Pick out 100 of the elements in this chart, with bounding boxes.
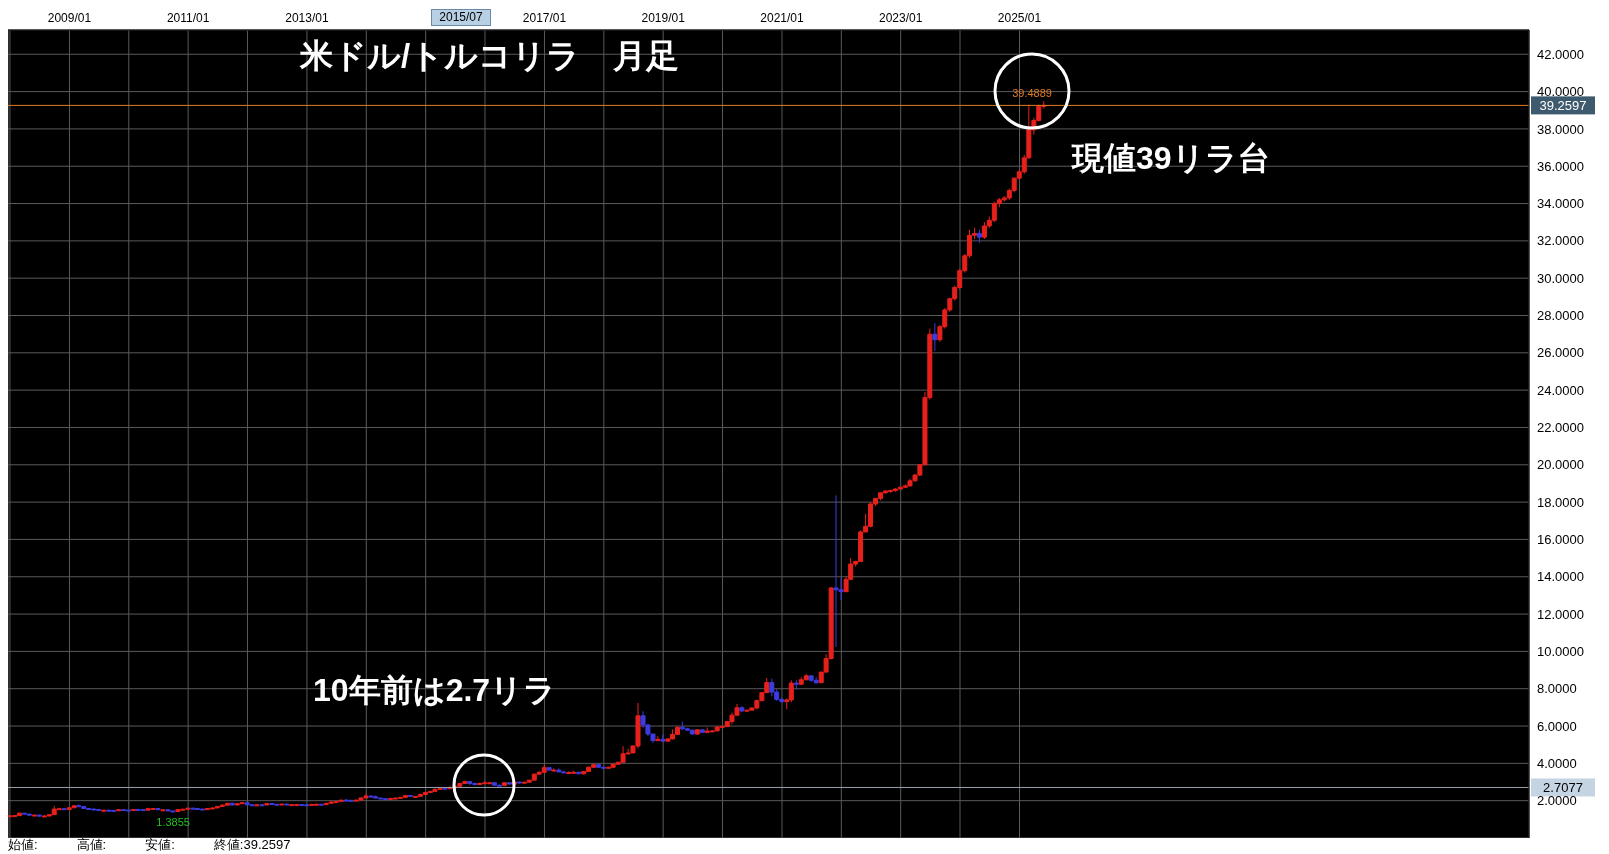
candlestick [798,676,804,686]
candlestick [368,795,374,799]
candlestick [477,781,483,786]
candlestick [655,735,661,742]
x-tick-label: 2017/01 [522,11,567,25]
y-tick-label: 8.0000 [1537,681,1577,697]
candlestick [699,729,705,734]
candlestick [660,733,666,743]
y-tick-label: 14.0000 [1537,569,1584,585]
candlestick [467,780,473,786]
y-tick-label: 16.0000 [1537,532,1584,548]
candlestick [516,781,522,785]
candlestick [244,802,250,806]
y-tick-label: 22.0000 [1537,420,1584,436]
candlestick [442,787,448,791]
candlestick [289,803,295,807]
candlestick [299,803,305,807]
candlestick [932,322,938,352]
annotation: 始値: 高値: 安値: 終値:39.2597 [8,837,292,852]
candlestick [155,807,161,811]
candlestick [432,787,438,793]
y-tick-label: 42.0000 [1537,46,1584,62]
candlestick [239,801,245,805]
candlestick [541,763,547,774]
candlestick [36,814,42,818]
candlestick [259,803,265,807]
candlestick [224,802,230,807]
y-tick-label: 36.0000 [1537,158,1584,174]
candlestick [566,770,572,774]
candlestick [76,803,82,808]
x-tick-label: 2019/01 [641,11,686,25]
candlestick [769,678,775,697]
x-tick-label: 2023/01 [878,11,923,25]
candlestick [833,494,839,648]
candlestick [793,679,799,691]
candlestick [264,802,270,806]
annotation: 1.3855 [156,816,190,829]
y-tick-label: 32.0000 [1537,233,1584,249]
y-tick-label: 26.0000 [1537,345,1584,361]
candlestick [388,797,394,800]
y-tick-label: 12.0000 [1537,606,1584,622]
candlestick [101,809,107,812]
y-tick-label: 24.0000 [1537,382,1584,398]
x-tick-label: 2021/01 [760,11,804,25]
x-tick-label: 2011/01 [166,11,210,25]
candlestick [8,814,13,818]
candlestick [199,808,205,811]
x-tick-label: 2013/01 [285,11,329,25]
x-tick-label: 2009/01 [47,11,92,25]
candlestick [407,794,413,798]
chart-title: 米ドル/トルコリラ 月足 [300,36,680,76]
candlestick [581,770,587,776]
candlestick [318,803,324,806]
y-tick-label: 4.0000 [1537,755,1577,771]
candlestick [190,807,196,810]
y-tick-label: 28.0000 [1537,308,1584,324]
candlestick [551,767,557,772]
candlestick [343,798,349,802]
candlestick [348,799,354,802]
y-tick-label: 2.0000 [1537,793,1577,809]
candlestick [556,767,562,773]
candlestick [12,814,18,818]
candlestick [976,229,982,244]
candlestick [279,803,285,806]
y-tick-label: 34.0000 [1537,196,1584,212]
ref-line-label: 39.2597 [1539,98,1587,114]
candlestick [175,808,181,813]
candlestick [135,808,141,811]
candlestick [606,766,612,770]
candlestick [269,802,275,806]
candlestick [229,802,235,807]
y-tick-label: 20.0000 [1537,457,1584,473]
candlestick [506,781,512,785]
y-tick-label: 40.0000 [1537,84,1584,100]
candlestick [106,809,112,812]
candlestick [313,803,319,806]
annotation: 39.4889 [1012,87,1052,100]
candlestick [694,728,700,736]
y-tick-label: 10.0000 [1537,644,1584,660]
candlestick [254,803,260,807]
candlestick [51,805,57,816]
candlestick [309,803,315,806]
candlestick [160,808,166,812]
ref-line-label: 2.7077 [1543,780,1583,796]
y-tick-label: 18.0000 [1537,494,1584,510]
y-tick-label: 6.0000 [1537,718,1577,734]
candlestick [116,808,122,812]
candlestick [501,781,507,787]
candlestick [689,728,695,736]
text: 2015/07 [431,9,491,26]
annotation: 現値39リラ台 [1071,140,1270,177]
x-tick-label: 2025/01 [997,11,1042,25]
candlestick [61,807,67,811]
candlestick [739,705,745,713]
candlestick [26,813,32,817]
candlestick [284,803,290,806]
candlestick [546,766,552,772]
annotation: 10年前は2.7リラ [313,672,557,709]
candlestick [744,708,750,713]
candlestick [145,807,151,811]
